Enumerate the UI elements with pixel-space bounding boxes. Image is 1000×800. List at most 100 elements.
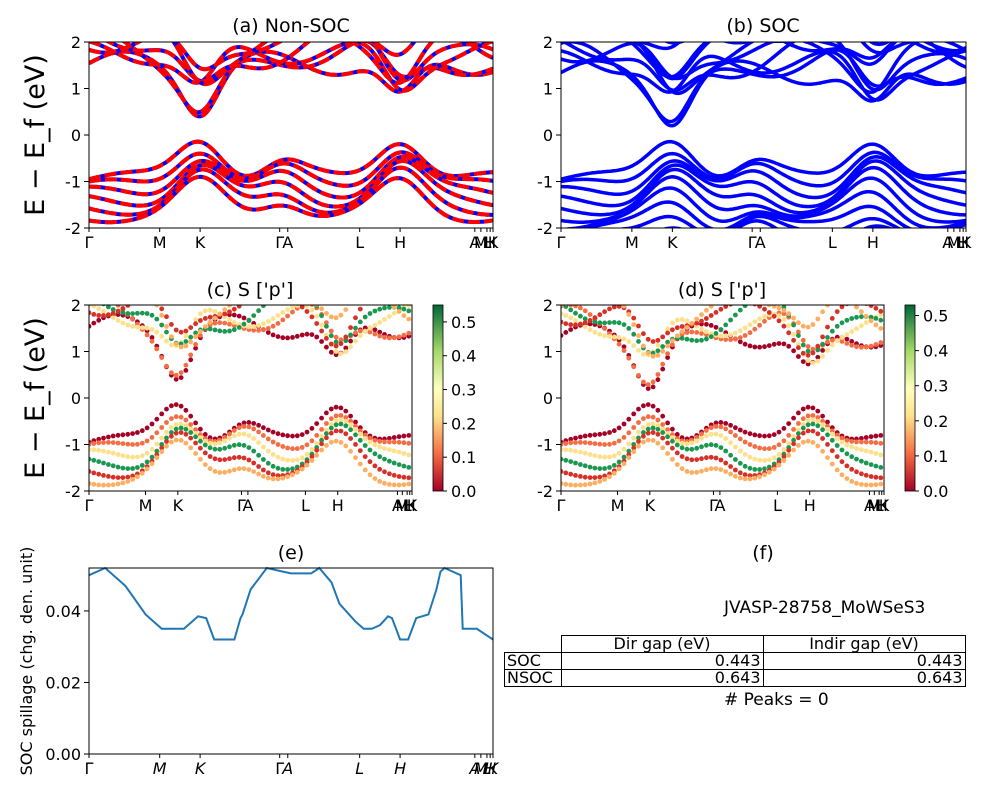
band-point <box>338 413 344 418</box>
band-point <box>578 462 583 467</box>
band-point <box>771 341 777 347</box>
band-point <box>377 444 383 450</box>
band-point <box>878 481 884 487</box>
band-point <box>372 476 378 481</box>
band-point <box>101 308 106 314</box>
band-point <box>674 438 680 444</box>
band-point <box>786 447 792 453</box>
band-point <box>747 431 753 437</box>
band-point <box>328 430 334 436</box>
band-point <box>796 329 801 335</box>
band-point <box>713 420 719 426</box>
band-point <box>568 300 573 305</box>
band-point <box>183 328 189 334</box>
band-point <box>314 305 320 307</box>
band-point <box>854 439 859 445</box>
band-point <box>805 361 811 367</box>
band-point <box>616 341 622 347</box>
band-line <box>662 219 894 228</box>
band-point <box>241 466 247 471</box>
band-point <box>401 433 407 439</box>
band-point <box>762 306 767 312</box>
band-point <box>265 460 271 466</box>
band-point <box>338 405 344 411</box>
band-point <box>198 456 203 462</box>
band-point <box>188 339 194 345</box>
band-point <box>786 433 792 438</box>
band-point <box>382 295 387 300</box>
xtick-label: M <box>395 496 409 515</box>
band-point <box>708 442 714 448</box>
band-point <box>217 457 223 463</box>
band-point <box>762 466 767 472</box>
band-point <box>343 334 349 340</box>
band-point <box>820 334 825 340</box>
band-point <box>592 441 598 446</box>
band-point <box>796 431 801 436</box>
band-point <box>294 457 300 463</box>
band-point <box>139 470 145 476</box>
colorbar-tick-label: 0.1 <box>923 447 948 466</box>
band-point <box>563 313 569 318</box>
band-point <box>766 457 772 463</box>
band-point <box>391 472 397 478</box>
gap-table: Dir gap (eV) Indir gap (eV) SOC 0.443 0.… <box>504 635 966 687</box>
band-point <box>757 474 762 480</box>
band-point <box>139 325 145 330</box>
band-point <box>602 477 607 482</box>
band-point <box>149 327 155 332</box>
band-point <box>684 441 690 447</box>
band-point <box>251 436 257 441</box>
band-point <box>319 441 324 447</box>
band-point <box>655 377 661 383</box>
cell-indir-gap: 0.443 <box>762 652 966 670</box>
band-point <box>660 413 666 419</box>
band-point <box>154 300 159 305</box>
band-point <box>343 418 349 424</box>
band-point <box>582 316 588 322</box>
band-point <box>222 329 228 334</box>
band-point <box>723 460 729 466</box>
band-point <box>757 344 762 350</box>
band-point <box>261 327 266 333</box>
band-point <box>125 474 131 480</box>
ytick-label: 1 <box>543 80 553 99</box>
ytick-label: 0 <box>543 389 553 408</box>
band-point <box>275 313 281 318</box>
band-point <box>120 306 126 311</box>
band-point <box>839 335 845 340</box>
band-point <box>348 436 353 441</box>
band-point <box>776 318 782 324</box>
band-point <box>873 482 879 488</box>
band-point <box>563 447 569 453</box>
band-point <box>353 426 358 432</box>
band-point <box>849 300 854 305</box>
colorbar-tick-label: 0.5 <box>923 307 948 326</box>
band-point <box>723 426 729 432</box>
band-point <box>198 435 203 441</box>
band-point <box>747 473 753 478</box>
band-point <box>699 435 704 441</box>
band-point <box>309 454 315 460</box>
xtick-label: L <box>301 496 310 515</box>
band-point <box>878 433 884 438</box>
band-point <box>820 427 825 433</box>
band-point <box>121 289 126 294</box>
band-point <box>815 418 821 424</box>
band-point <box>343 423 349 429</box>
xtick-label: M <box>867 496 881 515</box>
band-point <box>563 441 569 446</box>
band-point <box>231 327 237 333</box>
band-point <box>309 307 315 313</box>
xtick-label: L <box>482 233 491 252</box>
band-point <box>578 313 583 319</box>
band-point <box>222 457 228 462</box>
band-point <box>149 454 155 460</box>
band-point <box>800 425 806 431</box>
xtick-label: K <box>173 496 184 515</box>
band-point <box>304 309 310 314</box>
band-point <box>202 432 208 437</box>
band-point <box>868 474 874 479</box>
band-point <box>752 344 758 350</box>
band-point <box>844 437 850 443</box>
